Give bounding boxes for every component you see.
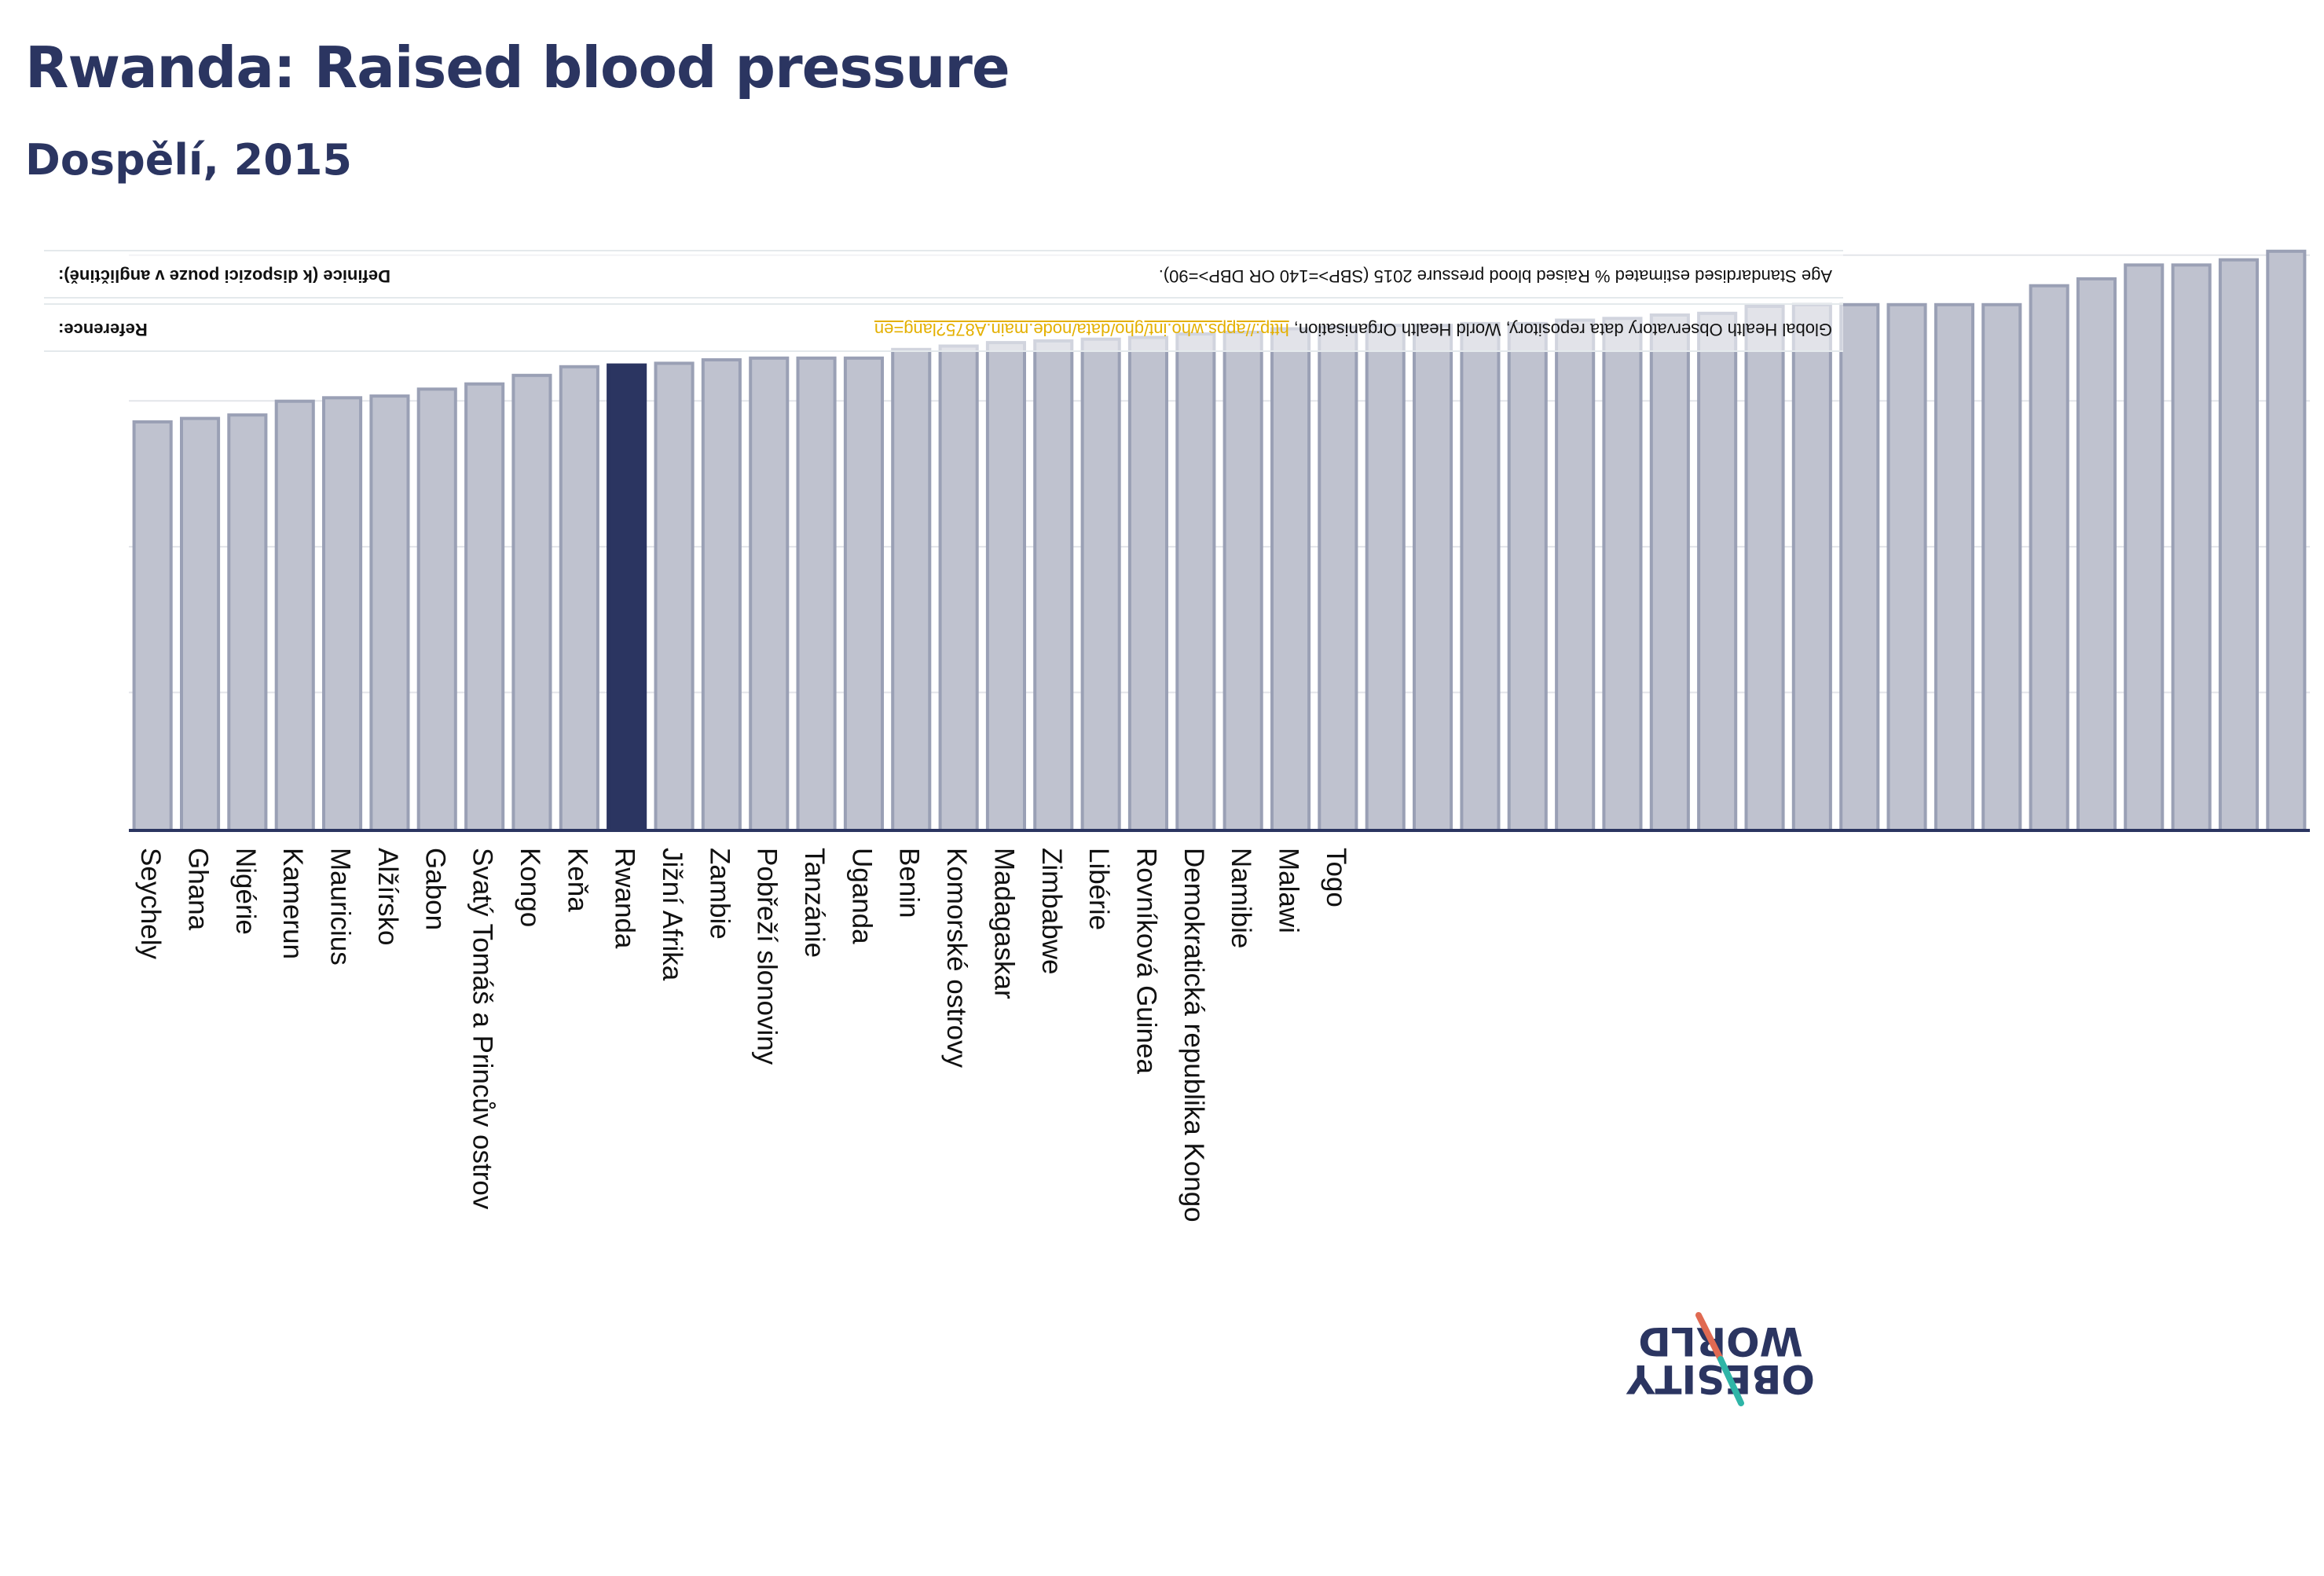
- category-label: Zambie: [704, 848, 735, 940]
- category-label: Gabon: [420, 848, 450, 930]
- bar: [2218, 258, 2259, 832]
- bar: [1460, 321, 1501, 832]
- bar: [1934, 302, 1974, 832]
- bar: [891, 347, 932, 832]
- definition-label: Definice (k dispozici pouze v angličtině…: [58, 266, 390, 286]
- category-label: Pobřeží slonoviny: [752, 848, 783, 1065]
- bar: [749, 356, 790, 832]
- category-label: Mauricius: [325, 848, 356, 966]
- bar: [1318, 325, 1358, 832]
- category-label: Alžírsko: [372, 848, 403, 945]
- page-title: Rwanda: Raised blood pressure: [25, 35, 1010, 101]
- category-label: Libérie: [1083, 848, 1114, 930]
- bar: [1839, 302, 1880, 832]
- bar: [1649, 313, 1690, 832]
- bar: [2171, 263, 2212, 832]
- bar: [1602, 317, 1643, 832]
- bar: [1033, 339, 1074, 832]
- bar: [1270, 327, 1311, 832]
- bar: [369, 394, 410, 833]
- category-label: Jižní Afrika: [657, 848, 687, 981]
- logo-slash-bottom: [1717, 1356, 1744, 1406]
- definition-text: Age Standardised estimated % Raised bloo…: [1158, 266, 1832, 286]
- bar: [2124, 263, 2165, 832]
- bar: [322, 396, 363, 832]
- bar: [1507, 321, 1548, 832]
- bar: [1744, 305, 1785, 832]
- category-label: Keňa: [562, 848, 592, 912]
- category-label: Madagaskar: [988, 848, 1019, 999]
- bars: [132, 249, 2307, 833]
- bar: [938, 344, 979, 832]
- bar: [2076, 277, 2117, 832]
- category-label: Seychely: [135, 848, 166, 960]
- category-label: Nigérie: [230, 848, 261, 935]
- bar: [1365, 324, 1406, 833]
- bar: [2029, 284, 2069, 832]
- reference-value: Global Health Observatory data repositor…: [874, 319, 1832, 339]
- bar: [1222, 330, 1263, 832]
- category-label: Demokratická republika Kongo: [1178, 848, 1209, 1222]
- definition-row: Definice (k dispozici pouze v angličtině…: [44, 250, 1843, 299]
- category-label: Ghana: [183, 848, 214, 931]
- reference-link[interactable]: http://apps.who.int/gho/data/node.main.A…: [874, 320, 1289, 339]
- category-label: Zimbabwe: [1036, 848, 1067, 974]
- logo-slash-top: [1695, 1312, 1724, 1362]
- reference-label: Reference:: [58, 320, 148, 339]
- bar: [132, 420, 173, 832]
- bar: [227, 413, 268, 832]
- category-label: Namibie: [1226, 848, 1256, 948]
- category-label: Rwanda: [610, 848, 640, 949]
- category-label: Rovníková Guinea: [1131, 848, 1162, 1074]
- bar-highlight: [607, 363, 647, 833]
- bar: [1886, 302, 1927, 832]
- bar: [1555, 318, 1596, 832]
- category-label: Uganda: [846, 848, 877, 944]
- category-label: Togo: [1321, 848, 1351, 907]
- bar: [180, 416, 221, 832]
- page-subtitle: Dospělí, 2015: [25, 135, 352, 185]
- category-label: Benin: [894, 848, 925, 918]
- notes-panel: Definice (k dispozici pouze v angličtině…: [44, 250, 1843, 354]
- bar: [274, 399, 315, 832]
- bar: [511, 373, 552, 832]
- category-label: Kamerun: [277, 848, 308, 959]
- bar: [1981, 302, 2022, 832]
- bar: [2266, 249, 2307, 832]
- bar: [796, 356, 837, 832]
- bar: [843, 356, 885, 832]
- category-label: Komorské ostrovy: [941, 848, 972, 1068]
- bar: [1791, 302, 1832, 832]
- bar: [1080, 337, 1121, 832]
- category-labels: Seychely Ghana Nigérie Kamerun Mauricius Alží…: [135, 848, 1351, 1222]
- bar: [701, 358, 742, 832]
- bar: [1175, 332, 1216, 833]
- category-label: Tanzánie: [799, 848, 830, 958]
- category-label: Malawi: [1274, 848, 1304, 933]
- category-label: Svatý Tomáš a Princův ostrov: [467, 848, 498, 1210]
- bar: [416, 387, 457, 832]
- category-label: Kongo: [515, 848, 545, 927]
- bar: [559, 365, 599, 832]
- bar: [464, 382, 505, 832]
- bar: [1127, 335, 1169, 832]
- obesity-world-logo: OBESITY WORLD: [1626, 1312, 1815, 1406]
- bar: [1413, 324, 1453, 833]
- bar: [654, 361, 695, 832]
- bar: [1697, 311, 1738, 832]
- bar: [985, 341, 1027, 833]
- reference-row: Reference: Global Health Observatory dat…: [44, 303, 1843, 352]
- reference-text: Global Health Observatory data repositor…: [1293, 320, 1832, 339]
